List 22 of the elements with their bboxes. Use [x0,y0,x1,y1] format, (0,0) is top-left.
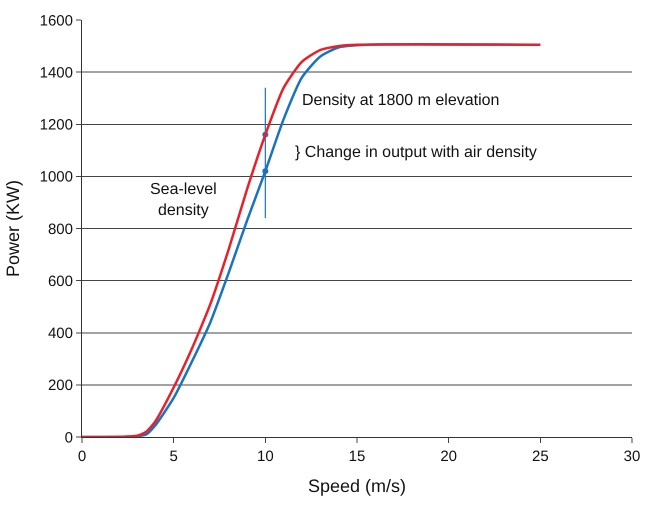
y-tick-label: 0 [64,429,73,446]
x-tick-label: 0 [78,448,86,465]
y-tick-label: 1400 [40,64,73,82]
x-tick-label: 25 [532,448,549,465]
x-tick-label: 5 [170,448,178,465]
x-axis-title: Speed (m/s) [308,476,406,496]
y-tick-label: 600 [48,272,73,290]
series-label: Sea-level density [150,181,217,219]
x-tick-label: 20 [440,448,458,465]
y-tick-label: 800 [48,220,73,238]
y-tick-label: 1200 [40,116,73,134]
y-tick-label: 1000 [40,168,73,186]
y-tick-label: 200 [48,377,73,394]
annotation: } Change in output with air density [295,144,537,161]
x-tick-label: 15 [348,448,366,465]
x-tick-label: 10 [256,448,274,465]
series-label: Density at 1800 m elevation [302,92,500,109]
y-axis-title: Power (KW) [2,180,23,278]
line-series [82,43,542,437]
y-tick-label: 400 [48,325,73,342]
x-tick-label: 30 [624,448,640,465]
y-tick-label: 1600 [40,12,73,30]
